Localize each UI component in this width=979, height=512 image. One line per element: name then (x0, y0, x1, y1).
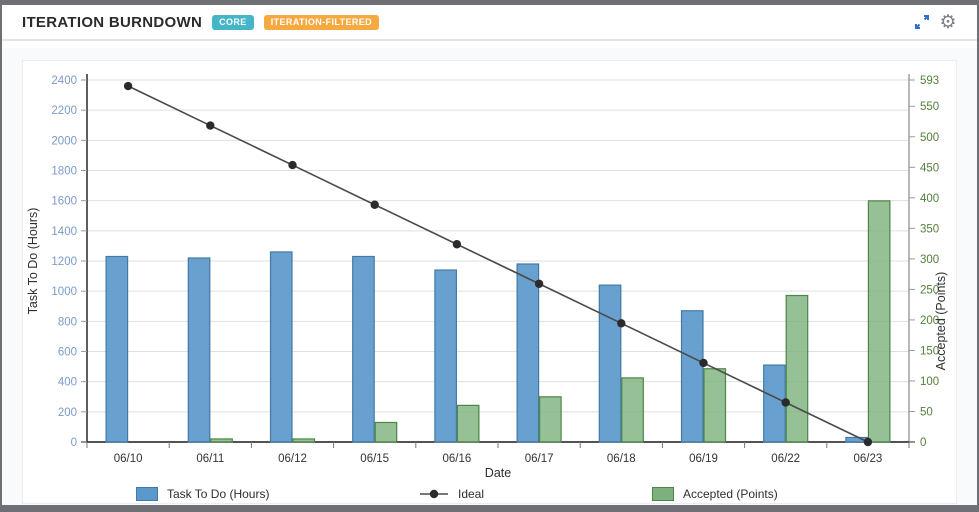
legend-swatch (136, 487, 158, 501)
bar-task-to-do[interactable] (269, 251, 293, 443)
bar-accepted[interactable] (456, 404, 480, 443)
right-axis-title: Accepted (Points) (934, 272, 948, 371)
ideal-point[interactable] (452, 240, 462, 249)
legend-label: Task To Do (Hours) (167, 487, 270, 501)
bar-accepted[interactable] (210, 438, 233, 443)
right-tick-label: 50 (920, 406, 933, 418)
left-tick-label: 0 (71, 437, 77, 449)
bar-task-to-do[interactable] (434, 269, 457, 443)
legend-dot (429, 489, 439, 499)
legend-label: Ideal (458, 487, 485, 501)
burndown-chart-svg: 0200400600800100012001400160018002000220… (26, 74, 948, 480)
bar-task-to-do[interactable] (598, 284, 622, 443)
x-tick-label: 06/17 (525, 453, 554, 465)
x-tick-label: 06/22 (771, 453, 800, 465)
legend-label: Accepted (Points) (683, 487, 778, 501)
x-tick-label: 06/23 (854, 453, 883, 465)
x-tick-label: 06/16 (443, 453, 472, 465)
right-tick-label: 100 (920, 376, 939, 388)
right-tick-label: 400 (920, 193, 939, 205)
expand-icon (915, 15, 929, 29)
x-tick-label: 06/12 (278, 453, 307, 465)
ideal-point[interactable] (534, 279, 544, 288)
legend-line-marker (420, 489, 448, 499)
ideal-point[interactable] (699, 358, 708, 368)
bar-task-to-do[interactable] (105, 255, 129, 443)
ideal-point[interactable] (781, 398, 790, 407)
left-tick-label: 600 (58, 347, 77, 359)
right-tick-label: 500 (920, 132, 939, 144)
bar-accepted[interactable] (867, 200, 891, 443)
left-tick-label: 1200 (51, 256, 77, 268)
chart-legend: Task To Do (Hours) Ideal Accepted (Points) (23, 484, 958, 504)
legend-swatch (652, 487, 674, 501)
badge-iteration-filtered: ITERATION-FILTERED (263, 14, 380, 30)
left-tick-label: 400 (58, 377, 77, 389)
left-tick-label: 1000 (51, 286, 77, 298)
chart-panel: 0 200 400 600 800 1000 1200 1400 1600 1800 2000 220… (22, 60, 957, 504)
x-tick-label: 06/19 (689, 453, 718, 465)
right-tick-label: 0 (920, 437, 926, 449)
x-tick-label: 06/15 (360, 453, 389, 465)
widget-header: ITERATION BURNDOWN CORE ITERATION-FILTER… (2, 5, 977, 41)
x-axis-title: Date (485, 466, 511, 479)
ideal-point[interactable] (370, 200, 379, 209)
bar-task-to-do[interactable] (352, 255, 375, 443)
legend-item-accepted[interactable]: Accepted (Points) (652, 484, 778, 504)
x-tick-label: 06/18 (607, 453, 636, 465)
x-tick-label: 06/11 (196, 453, 224, 465)
ideal-point[interactable] (206, 121, 215, 130)
expand-button[interactable] (909, 9, 935, 35)
gear-icon: ⚙ (939, 11, 957, 33)
bar-accepted[interactable] (621, 377, 644, 443)
left-tick-label: 2400 (51, 75, 77, 87)
ideal-point[interactable] (617, 319, 626, 328)
x-tick-label: 06/10 (114, 453, 143, 465)
right-tick-label: 593 (920, 75, 939, 87)
settings-button[interactable]: ⚙ (935, 9, 961, 35)
ideal-point[interactable] (863, 437, 873, 447)
left-tick-label: 1800 (51, 166, 77, 178)
ideal-point[interactable] (288, 160, 297, 170)
bar-accepted[interactable] (703, 368, 727, 443)
legend-item-task-to-do[interactable]: Task To Do (Hours) (136, 484, 269, 504)
right-tick-label: 200 (920, 315, 939, 327)
right-tick-label: 150 (920, 345, 939, 357)
right-tick-label: 550 (920, 101, 939, 113)
left-tick-label: 1600 (51, 196, 77, 208)
bar-task-to-do[interactable] (680, 310, 704, 443)
left-tick-label: 1400 (51, 226, 77, 238)
bar-accepted[interactable] (538, 396, 562, 443)
left-axis-title: Task To Do (Hours) (26, 208, 40, 315)
left-tick-label: 2000 (51, 135, 77, 147)
bar-accepted[interactable] (292, 438, 316, 443)
page-title: ITERATION BURNDOWN (22, 13, 203, 31)
chart-body: 0 200 400 600 800 1000 1200 1400 1600 1800 2000 220… (2, 48, 977, 505)
right-tick-label: 450 (920, 162, 939, 174)
burndown-chart: 0 200 400 600 800 1000 1200 1400 1600 1800 2000 220… (23, 61, 956, 484)
bar-task-to-do[interactable] (516, 263, 540, 443)
legend-item-ideal[interactable]: Ideal (419, 484, 484, 504)
ideal-line (127, 85, 869, 443)
left-tick-label: 200 (58, 407, 77, 419)
right-tick-label: 300 (920, 254, 939, 266)
bar-task-to-do[interactable] (187, 257, 211, 443)
bar-accepted[interactable] (374, 421, 398, 443)
badge-core: CORE (212, 14, 254, 30)
left-tick-label: 2200 (51, 105, 77, 117)
right-tick-label: 350 (920, 223, 939, 235)
right-tick-label: 250 (920, 284, 939, 296)
bar-accepted[interactable] (785, 294, 809, 443)
left-tick-label: 800 (58, 316, 77, 328)
ideal-point[interactable] (123, 81, 133, 91)
